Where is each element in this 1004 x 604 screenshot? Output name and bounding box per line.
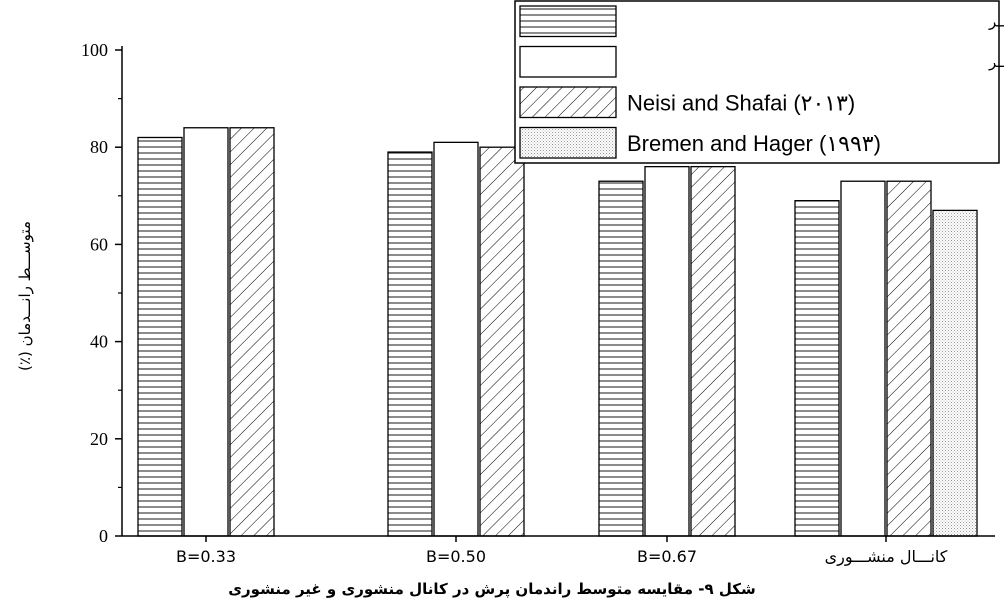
legend-label-series3: Neisi and Shafai (۲۰۱۳) bbox=[627, 90, 855, 115]
bar-series1-cat1 bbox=[137, 136, 183, 537]
legend-swatch-series2 bbox=[519, 45, 617, 78]
bars-layer bbox=[137, 127, 978, 537]
x-category-label: B=0.50 bbox=[426, 547, 486, 566]
legend-swatch-series3 bbox=[519, 86, 617, 119]
legend-label-series4: Bremen and Hager (۱۹۹۳) bbox=[627, 131, 881, 156]
x-category-label: B=0.33 bbox=[176, 547, 236, 566]
x-category-label: کانـــال منشـــوری bbox=[825, 547, 948, 567]
bar-series3-cat3 bbox=[690, 165, 736, 537]
bar-series1-cat3 bbox=[598, 180, 644, 537]
bar-series3-cat2 bbox=[479, 146, 525, 537]
y-axis-label: (٪) متوســـط رانـــدمان bbox=[16, 221, 34, 371]
x-category-label: B=0.67 bbox=[637, 547, 697, 566]
y-tick-label: 100 bbox=[81, 40, 108, 60]
bar-series2-cat4 bbox=[840, 180, 886, 537]
legend-label-series1: بســـتر صـــاف مطالعـــه حاضـــر bbox=[988, 12, 1004, 30]
figure-caption: شکل ۹- مقایسه متوسط راندمان پرش در کانال… bbox=[228, 580, 755, 599]
legend-swatch-series4 bbox=[519, 126, 617, 159]
bar-series4-cat4 bbox=[932, 209, 978, 537]
y-tick-label: 0 bbox=[99, 526, 108, 546]
axes: 0 20 40 60 80 100 B=0.33 B=0.50 B=0.67 کانـــال م… bbox=[81, 40, 995, 567]
legend-swatch-series1 bbox=[519, 5, 617, 38]
bar-series2-cat3 bbox=[644, 165, 690, 537]
y-tick-label: 20 bbox=[90, 429, 108, 449]
bar-series2-cat2 bbox=[433, 141, 479, 537]
bar-series3-cat4 bbox=[886, 180, 932, 537]
y-tick-label: 60 bbox=[90, 234, 108, 254]
legend: بســـتر صـــاف مطالعـــه حاضـــر بســـتر … bbox=[514, 0, 1004, 164]
bar-series3-cat1 bbox=[229, 127, 275, 537]
y-tick-label: 40 bbox=[90, 332, 108, 352]
legend-label-series2: بســـتر زبـــر مطالعـــه حاضـــر bbox=[988, 53, 1004, 71]
y-tick-label: 80 bbox=[90, 137, 108, 157]
bar-series1-cat4 bbox=[794, 200, 840, 537]
bar-series1-cat2 bbox=[387, 151, 433, 537]
bar-series2-cat1 bbox=[183, 127, 229, 537]
